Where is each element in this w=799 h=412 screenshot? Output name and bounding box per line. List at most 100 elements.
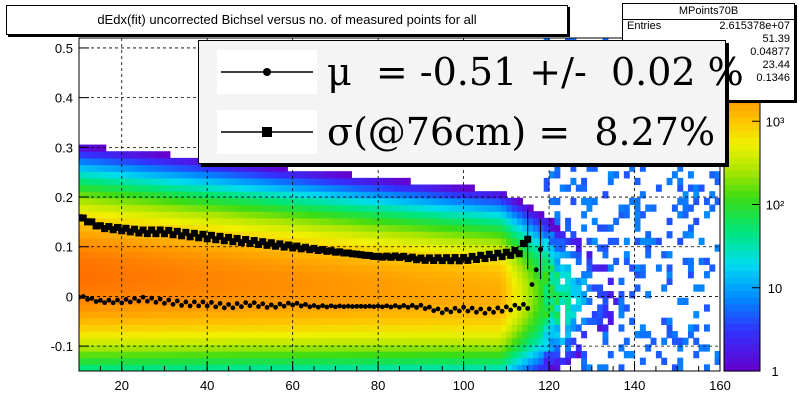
heatmap-cell [89, 144, 96, 152]
heatmap-cell [388, 357, 395, 365]
heatmap-cell [410, 284, 417, 292]
heatmap-cell [137, 271, 144, 279]
heatmap-cell [196, 277, 203, 286]
heatmap-cell [452, 351, 459, 359]
heatmap-cell [217, 224, 224, 232]
heatmap-cell [442, 224, 449, 232]
heatmap-cell [356, 331, 363, 339]
heatmap-cell [474, 311, 481, 319]
heatmap-cell [95, 177, 101, 186]
heatmap-cell [255, 297, 262, 305]
palette-band [724, 184, 760, 192]
heatmap-cell [474, 297, 481, 305]
heatmap-cell [132, 251, 139, 259]
heatmap-cell [447, 251, 454, 259]
heatmap-cell [517, 197, 523, 206]
heatmap-cell [196, 264, 203, 272]
heatmap-cell [79, 224, 85, 232]
heatmap-cell [121, 317, 128, 325]
heatmap-cell [324, 351, 331, 359]
heatmap-cell [207, 224, 214, 232]
heatmap-cell [645, 244, 652, 252]
heatmap-cell [474, 237, 481, 246]
heatmap-cell [378, 224, 385, 232]
heatmap-cell [298, 311, 304, 319]
mu-marker [337, 303, 343, 309]
heatmap-cell [164, 164, 171, 172]
heatmap-cell [271, 331, 278, 339]
palette-band [724, 297, 760, 305]
heatmap-cell [281, 357, 288, 365]
heatmap-cell [538, 284, 545, 292]
heatmap-cell [436, 231, 443, 239]
heatmap-cell [95, 171, 101, 179]
heatmap-cell [196, 284, 203, 292]
heatmap-cell [655, 237, 662, 246]
heatmap-cell [271, 351, 278, 359]
heatmap-cell [105, 357, 112, 365]
heatmap-cell [196, 337, 203, 345]
heatmap-cell [335, 357, 342, 365]
heatmap-cell [255, 251, 262, 259]
heatmap-cell [105, 217, 112, 226]
heatmap-cell [287, 337, 294, 345]
heatmap-cell [522, 291, 529, 299]
mu-marker [268, 302, 274, 308]
heatmap-cell [356, 277, 363, 286]
heatmap-cell [484, 224, 491, 232]
heatmap-cell [169, 224, 176, 232]
heatmap-cell [378, 211, 385, 219]
heatmap-cell [549, 231, 556, 239]
heatmap-cell [581, 317, 588, 325]
heatmap-cell [308, 337, 315, 345]
heatmap-cell [89, 351, 96, 359]
heatmap-cell [217, 311, 224, 319]
heatmap-cell [233, 224, 240, 232]
heatmap-cell [543, 284, 550, 292]
heatmap-cell [116, 191, 123, 199]
heatmap-cell [207, 337, 214, 345]
heatmap-cell [239, 197, 246, 206]
sigma-marker [220, 237, 228, 245]
heatmap-cell [511, 231, 518, 239]
heatmap-cell [436, 184, 443, 192]
heatmap-cell [484, 191, 491, 199]
heatmap-cell [281, 297, 288, 305]
heatmap-cell [495, 204, 502, 212]
heatmap-cell [506, 197, 513, 206]
heatmap-cell [490, 317, 497, 325]
heatmap-cell [533, 317, 539, 325]
heatmap-cell [303, 337, 310, 345]
heatmap-cell [447, 264, 454, 272]
heatmap-cell [495, 324, 502, 332]
heatmap-cell [276, 284, 283, 292]
heatmap-cell [319, 271, 326, 279]
heatmap-cell [164, 351, 171, 359]
heatmap-cell [420, 224, 427, 232]
heatmap-cell [538, 357, 545, 365]
heatmap-cell [292, 284, 299, 292]
sigma-marker [139, 226, 147, 234]
heatmap-cell [100, 264, 107, 272]
heatmap-cell [484, 351, 491, 359]
y-tick-label: 0.1 [55, 240, 73, 255]
heatmap-cell [276, 191, 283, 199]
heatmap-cell [554, 284, 561, 292]
heatmap-cell [533, 344, 539, 352]
heatmap-cell [132, 217, 139, 226]
heatmap-cell [613, 171, 620, 179]
heatmap-cell [137, 357, 144, 365]
heatmap-cell [201, 184, 208, 192]
heatmap-cell [484, 197, 491, 206]
heatmap-cell [212, 191, 219, 199]
heatmap-cell [597, 264, 604, 272]
heatmap-cell [362, 224, 369, 232]
heatmap-cell [436, 317, 443, 325]
heatmap-cell [420, 291, 427, 299]
heatmap-cell [549, 304, 556, 312]
heatmap-cell [490, 324, 497, 332]
heatmap-cell [255, 357, 262, 365]
heatmap-cell [474, 264, 481, 272]
heatmap-cell [607, 311, 614, 319]
